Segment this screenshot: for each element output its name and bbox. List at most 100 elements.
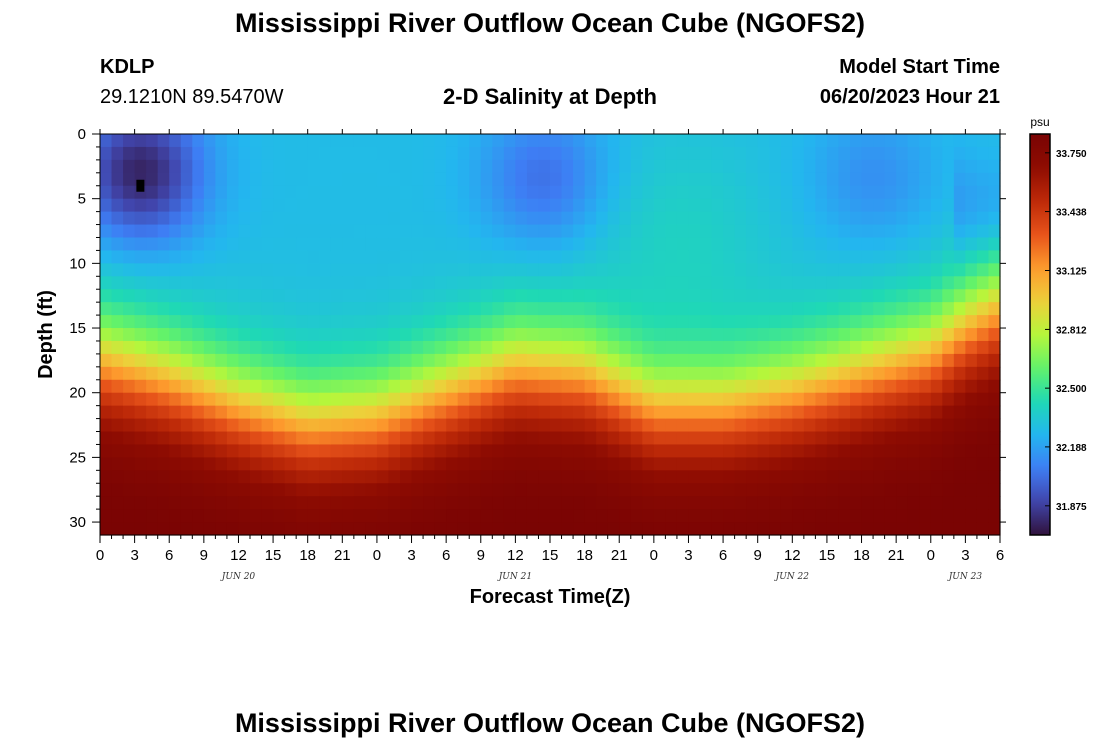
heatmap-cell bbox=[630, 353, 643, 368]
heatmap-cell bbox=[573, 159, 586, 174]
heatmap-cell bbox=[515, 509, 528, 523]
heatmap-cell bbox=[550, 134, 563, 148]
heatmap-cell bbox=[319, 483, 332, 497]
heatmap-cell bbox=[365, 509, 378, 523]
heatmap-cell bbox=[930, 379, 943, 394]
heatmap-cell bbox=[284, 302, 297, 316]
heatmap-cell bbox=[942, 431, 955, 446]
heatmap-cell bbox=[330, 431, 343, 446]
heatmap-cell bbox=[815, 418, 828, 433]
heatmap-cell bbox=[942, 276, 955, 290]
heatmap-cell bbox=[284, 340, 297, 355]
heatmap-cell bbox=[203, 366, 216, 381]
heatmap-cell bbox=[607, 315, 620, 329]
heatmap-cell bbox=[250, 276, 263, 290]
heatmap-cell bbox=[411, 483, 424, 497]
heatmap-cell bbox=[919, 483, 932, 497]
heatmap-cell bbox=[503, 198, 516, 213]
heatmap-cell bbox=[215, 237, 228, 252]
heatmap-cell bbox=[284, 134, 297, 148]
heatmap-cell bbox=[365, 263, 378, 277]
heatmap-cell bbox=[411, 522, 424, 536]
heatmap-cell bbox=[307, 185, 320, 200]
heatmap-cell bbox=[146, 172, 159, 187]
heatmap-cell bbox=[815, 431, 828, 446]
heatmap-cell bbox=[261, 353, 274, 368]
heatmap-cell bbox=[319, 146, 332, 161]
heatmap-cell bbox=[884, 276, 897, 290]
heatmap-cell bbox=[665, 224, 678, 239]
heatmap-cell bbox=[688, 328, 701, 342]
heatmap-cell bbox=[261, 366, 274, 381]
heatmap-cell bbox=[273, 328, 286, 342]
heatmap-cell bbox=[538, 328, 551, 342]
heatmap-cell bbox=[665, 470, 678, 484]
heatmap-cell bbox=[273, 224, 286, 239]
heatmap-cell bbox=[134, 353, 147, 368]
heatmap-cell bbox=[457, 185, 470, 200]
heatmap-cell bbox=[492, 392, 505, 407]
heatmap-cell bbox=[561, 211, 574, 226]
heatmap-cell bbox=[896, 431, 909, 446]
heatmap-cell bbox=[630, 431, 643, 446]
heatmap-cell bbox=[769, 315, 782, 329]
heatmap-cell bbox=[573, 431, 586, 446]
heatmap-cell bbox=[688, 302, 701, 316]
heatmap-cell bbox=[526, 379, 540, 394]
heatmap-cell bbox=[919, 405, 932, 420]
heatmap-cell bbox=[469, 522, 482, 536]
heatmap-cell bbox=[480, 418, 493, 433]
heatmap-cell bbox=[907, 405, 920, 420]
heatmap-cell bbox=[480, 276, 493, 290]
heatmap-cell bbox=[203, 263, 216, 277]
heatmap-cell bbox=[988, 276, 1001, 290]
heatmap-cell bbox=[480, 470, 493, 484]
heatmap-cell bbox=[642, 366, 655, 381]
heatmap-cell bbox=[203, 172, 216, 187]
heatmap-cell bbox=[861, 405, 874, 420]
heatmap-cell bbox=[769, 276, 782, 290]
heatmap-cell bbox=[619, 159, 632, 174]
heatmap-cell bbox=[123, 366, 136, 381]
heatmap-cell bbox=[157, 522, 170, 536]
heatmap-cell bbox=[273, 405, 286, 420]
heatmap-cell bbox=[642, 496, 655, 510]
heatmap-cell bbox=[353, 302, 366, 316]
heatmap-cell bbox=[157, 470, 170, 484]
heatmap-cell bbox=[665, 237, 678, 252]
x-axis: 0 3 6 9 12 15 18 21 0 3 6 9 12 15 18 21 0 3 6 9 12 15 18 21 0 3 6J… bbox=[96, 129, 1004, 582]
heatmap-cell bbox=[734, 353, 747, 368]
heatmap-cell bbox=[134, 211, 147, 226]
heatmap-cell bbox=[296, 211, 309, 226]
heatmap-cell bbox=[330, 185, 343, 200]
heatmap-cell bbox=[953, 224, 966, 239]
heatmap-cell bbox=[515, 340, 528, 355]
x-tick-label: 9 bbox=[754, 547, 762, 564]
heatmap-cell bbox=[688, 418, 701, 433]
colorbar-tick-label: 32.812 bbox=[1056, 325, 1087, 336]
x-tick-label: 21 bbox=[334, 547, 351, 564]
heatmap-cell bbox=[307, 418, 320, 433]
heatmap-cell bbox=[596, 522, 609, 536]
heatmap-cell bbox=[192, 509, 205, 523]
heatmap-cell bbox=[665, 431, 678, 446]
heatmap-cell bbox=[873, 198, 886, 213]
heatmap-cell bbox=[250, 444, 263, 458]
heatmap-cell bbox=[653, 263, 666, 277]
heatmap-cell bbox=[780, 379, 793, 394]
heatmap-cell bbox=[838, 250, 851, 264]
heatmap-cell bbox=[746, 172, 759, 187]
heatmap-cell bbox=[296, 522, 309, 536]
heatmap-cell bbox=[411, 470, 424, 484]
heatmap-cell bbox=[238, 444, 251, 458]
heatmap-cell bbox=[169, 457, 182, 471]
heatmap-cell bbox=[434, 198, 447, 213]
heatmap-cell bbox=[584, 379, 597, 394]
heatmap-cell bbox=[630, 250, 643, 264]
heatmap-cell bbox=[884, 159, 897, 174]
heatmap-cell bbox=[642, 392, 655, 407]
heatmap-cell bbox=[480, 237, 493, 252]
heatmap-cell bbox=[342, 470, 355, 484]
heatmap-cell bbox=[411, 353, 424, 368]
heatmap-cell bbox=[746, 263, 759, 277]
